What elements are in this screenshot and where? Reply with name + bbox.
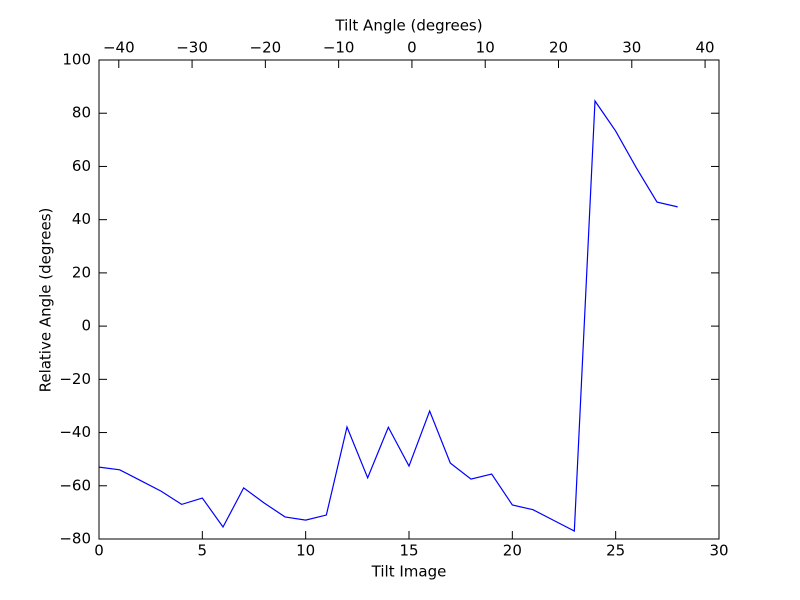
- x2-axis-label: Tilt Angle (degrees): [334, 17, 482, 35]
- x-tick-label: 10: [296, 542, 315, 560]
- x2-tick-label: −30: [176, 39, 208, 57]
- x-tick-label: 30: [709, 542, 728, 560]
- y-tick-label: −60: [59, 476, 91, 494]
- x2-tick-label: −20: [250, 39, 282, 57]
- x2-tick-label: 40: [696, 39, 715, 57]
- y-axis-label: Relative Angle (degrees): [37, 208, 55, 393]
- x2-tick-label: −10: [323, 39, 355, 57]
- plot-frame: [98, 59, 720, 540]
- y-tick-label: −20: [59, 370, 91, 388]
- y-tick-label: 0: [81, 317, 91, 335]
- y-tick-label: 100: [62, 51, 91, 69]
- x2-tick-label: 20: [549, 39, 568, 57]
- data-line: [98, 99, 678, 532]
- y-tick-label: −40: [59, 423, 91, 441]
- y-tick-label: 40: [72, 210, 91, 228]
- x-axis-label: Tilt Image: [371, 563, 447, 581]
- y-tick-label: 60: [72, 157, 91, 175]
- y-tick-label: −80: [59, 530, 91, 548]
- x-tick-label: 20: [503, 542, 522, 560]
- x-tick-label: 5: [198, 542, 208, 560]
- y-tick-label: 20: [72, 263, 91, 281]
- x2-tick-label: −40: [103, 39, 135, 57]
- x-tick-label: 25: [606, 542, 625, 560]
- x2-tick-label: 30: [622, 39, 641, 57]
- x-tick-label: 0: [94, 542, 104, 560]
- y-tick-label: 80: [72, 104, 91, 122]
- x2-tick-label: 0: [407, 39, 417, 57]
- x-tick-label: 15: [399, 542, 418, 560]
- x2-tick-label: 10: [476, 39, 495, 57]
